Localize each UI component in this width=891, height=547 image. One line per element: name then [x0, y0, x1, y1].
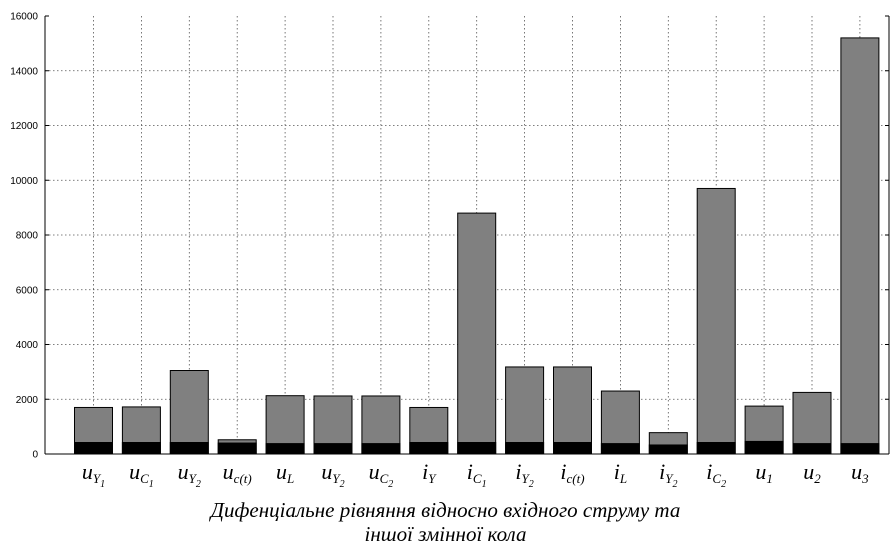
- x-tick-label: uY2: [321, 459, 344, 490]
- x-tick-label: iC1: [467, 459, 487, 490]
- x-tick-labels: uY1 uC1 uY2 uc(t) uL uY2 uC2 iY iC1 iY2 ic(t) iL iY2…: [82, 459, 869, 490]
- y-tick-label: 4000: [16, 340, 39, 351]
- bar-total: [169, 370, 209, 455]
- bar-total: [696, 187, 736, 455]
- y-tick-label: 14000: [10, 66, 38, 77]
- x-tick-label: ic(t): [560, 459, 584, 486]
- y-tick-label: 2000: [16, 395, 39, 406]
- x-tick-label: iL: [614, 459, 627, 486]
- y-tick-label: 0: [32, 450, 38, 461]
- chart-caption-line2: іншої змінної кола: [364, 522, 527, 546]
- x-tick-label: uC2: [369, 459, 394, 490]
- x-tick-label: iY: [422, 459, 437, 486]
- x-tick-label: uC1: [129, 459, 154, 490]
- axes: [44, 15, 890, 455]
- y-tick-labels: 0 2000 4000 6000 8000 10000 12000 14000 16000: [10, 12, 38, 461]
- bar-total: [553, 366, 592, 455]
- y-tick-label: 16000: [10, 12, 38, 23]
- x-tick-label: u1: [755, 459, 773, 486]
- y-tick-label: 10000: [10, 176, 38, 187]
- x-tick-label: uY1: [82, 459, 105, 490]
- x-tick-label: uL: [276, 459, 294, 486]
- y-tick-label: 8000: [16, 231, 39, 242]
- x-tick-label: iY2: [659, 459, 677, 490]
- bar-total: [457, 212, 497, 455]
- x-tick-label: uc(t): [223, 459, 252, 486]
- x-tick-label: uY2: [178, 459, 201, 490]
- bar-total: [840, 37, 880, 455]
- x-tick-label: iC2: [706, 459, 726, 490]
- x-tick-label: u2: [803, 459, 821, 486]
- bars: [74, 37, 880, 455]
- bar-total: [505, 366, 545, 455]
- x-tick-label: u3: [851, 459, 869, 486]
- y-tick-label: 6000: [16, 285, 39, 296]
- y-tick-label: 12000: [10, 121, 38, 132]
- chart-caption-line1: Дифенціальне рівняння відносно вхідного …: [210, 498, 681, 522]
- x-tick-label: iY2: [515, 459, 533, 490]
